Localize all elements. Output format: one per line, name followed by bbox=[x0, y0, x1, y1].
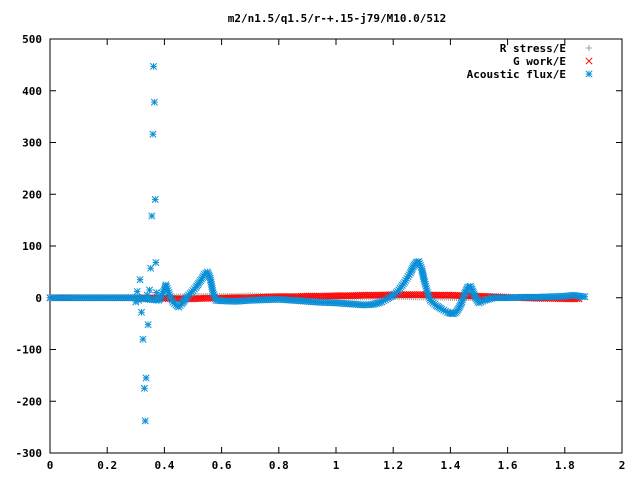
data-point bbox=[140, 384, 148, 392]
x-tick-label: 0.2 bbox=[97, 459, 117, 472]
x-tick-label: 1.6 bbox=[498, 459, 518, 472]
data-point bbox=[152, 259, 160, 267]
legend-label: Acoustic flux/E bbox=[467, 68, 566, 81]
x-tick-label: 1.8 bbox=[555, 459, 575, 472]
data-point bbox=[132, 298, 140, 306]
x-tick-label: 1.2 bbox=[383, 459, 403, 472]
x-axis: 0 0.2 0.4 0.6 0.8 1 1.2 1.4 1.6 1.8 2 bbox=[47, 39, 626, 472]
data-point bbox=[142, 374, 150, 382]
data-point bbox=[581, 293, 589, 301]
legend-marker bbox=[585, 44, 593, 52]
series-layer bbox=[46, 62, 589, 425]
x-tick-label: 2 bbox=[619, 459, 626, 472]
x-tick-label: 1.4 bbox=[440, 459, 460, 472]
y-tick-label: 0 bbox=[35, 292, 42, 305]
data-point bbox=[139, 335, 147, 343]
legend-marker bbox=[585, 70, 593, 78]
y-axis: -300 -200 -100 0 100 200 300 400 500 bbox=[16, 33, 622, 460]
x-tick-label: 0 bbox=[47, 459, 54, 472]
x-tick-label: 0.8 bbox=[269, 459, 289, 472]
y-tick-label: 400 bbox=[22, 85, 42, 98]
data-point bbox=[137, 308, 146, 316]
x-tick-label: 1 bbox=[333, 459, 340, 472]
y-tick-label: 100 bbox=[22, 240, 42, 253]
y-tick-label: 300 bbox=[22, 137, 42, 150]
data-point bbox=[149, 62, 158, 70]
x-tick-label: 0.6 bbox=[212, 459, 232, 472]
data-point bbox=[151, 195, 159, 203]
y-tick-label: -200 bbox=[16, 395, 43, 408]
y-tick-label: 500 bbox=[22, 33, 42, 46]
data-point bbox=[145, 286, 154, 294]
y-tick-label: -100 bbox=[16, 344, 43, 357]
plot-frame bbox=[49, 38, 623, 454]
y-tick-label: -300 bbox=[16, 447, 43, 460]
legend-label: R stress/E bbox=[500, 42, 566, 55]
legend-marker bbox=[585, 57, 593, 65]
x-tick-label: 0.4 bbox=[154, 459, 174, 472]
chart-title: m2/n1.5/q1.5/r-+.15-j79/M10.0/512 bbox=[228, 12, 447, 25]
y-tick-label: 200 bbox=[22, 188, 42, 201]
data-point bbox=[135, 296, 143, 304]
data-point bbox=[136, 276, 144, 284]
series-3 bbox=[46, 62, 589, 425]
data-point bbox=[147, 264, 155, 272]
data-point bbox=[133, 287, 141, 296]
data-point bbox=[152, 289, 160, 297]
data-point bbox=[144, 321, 152, 329]
data-point bbox=[141, 417, 149, 425]
data-point bbox=[150, 98, 158, 106]
data-point bbox=[149, 130, 157, 138]
data-point bbox=[148, 212, 156, 220]
legend-label: G work/E bbox=[513, 55, 566, 68]
